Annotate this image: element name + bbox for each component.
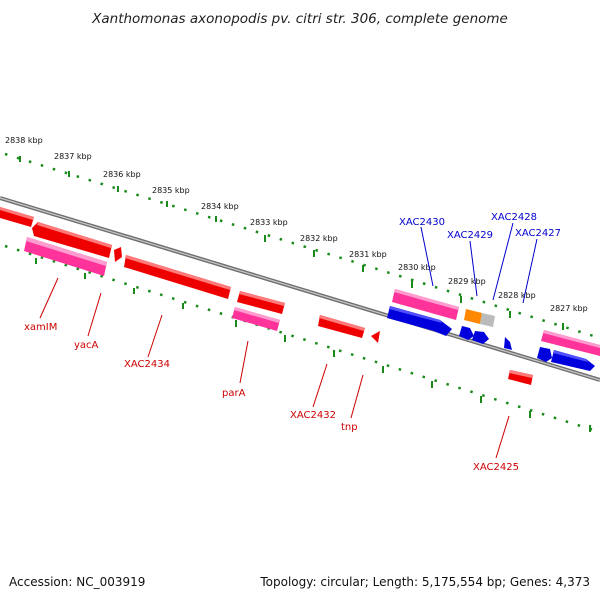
gene-label-XAC2425: XAC2425 bbox=[473, 462, 519, 473]
kbp-label: 2836 kbp bbox=[103, 170, 141, 179]
gene-label-parA: parA bbox=[222, 388, 246, 399]
blue-genes bbox=[387, 306, 595, 371]
gene-label-XAC2429: XAC2429 bbox=[447, 230, 493, 241]
kbp-label: 2832 kbp bbox=[300, 234, 338, 243]
lower-major-ticks bbox=[35, 258, 591, 432]
accession-text: Accession: NC_003919 bbox=[9, 575, 145, 589]
gene-feature-XAC2428 bbox=[504, 337, 512, 350]
gene-label-XAC2427: XAC2427 bbox=[515, 228, 561, 239]
gene-feature-orange bbox=[464, 309, 482, 324]
gene-feature-XAC2427-a bbox=[537, 347, 552, 362]
gene-feature-XAC2427-pink bbox=[541, 330, 600, 356]
kbp-label: 2830 kbp bbox=[398, 263, 436, 272]
upper-major-ticks bbox=[19, 156, 564, 330]
gene-label-XAC2430: XAC2430 bbox=[399, 217, 445, 228]
gene-feature-XAC2429-a bbox=[459, 326, 474, 340]
top-gene-labels: XAC2430 XAC2429 XAC2428 XAC2427 bbox=[399, 212, 561, 241]
kbp-label: 2835 kbp bbox=[152, 186, 190, 195]
gene-feature-parA bbox=[232, 307, 280, 331]
gene-feature-grey bbox=[480, 313, 495, 327]
kbp-label: 2837 kbp bbox=[54, 152, 92, 161]
kbp-label: 2834 kbp bbox=[201, 202, 239, 211]
gene-label-yacA: yacA bbox=[74, 340, 99, 351]
other-genes bbox=[464, 309, 495, 327]
gene-feature-XAC2430 bbox=[387, 306, 452, 336]
gene-label-XAC2428: XAC2428 bbox=[491, 212, 537, 223]
gene-feature-parA-red bbox=[237, 291, 285, 314]
bottom-leaders bbox=[39, 277, 510, 459]
gene-feature-xamIM-b bbox=[32, 222, 112, 258]
pink-genes bbox=[24, 237, 600, 356]
kbp-label: 2828 kbp bbox=[498, 291, 536, 300]
kbp-label: 2833 kbp bbox=[250, 218, 288, 227]
topology-text: Topology: circular; Length: 5,175,554 bp… bbox=[259, 575, 590, 589]
kbp-label: 2831 kbp bbox=[349, 250, 387, 259]
map-title: Xanthomonas axonopodis pv. citri str. 30… bbox=[91, 11, 508, 27]
kbp-label: 2838 kbp bbox=[5, 136, 43, 145]
gene-label-XAC2432: XAC2432 bbox=[290, 410, 336, 421]
gene-feature-XAC2430-pink bbox=[392, 289, 459, 320]
gene-label-tnp: tnp bbox=[341, 422, 358, 433]
gene-feature-XAC2429-b bbox=[472, 331, 489, 344]
kbp-labels: 2838 kbp 2837 kbp 2836 kbp 2835 kbp 2834… bbox=[5, 136, 588, 313]
kbp-label: 2827 kbp bbox=[550, 304, 588, 313]
gene-feature-XAC2434 bbox=[124, 255, 231, 299]
bottom-gene-labels: xamIM yacA XAC2434 parA XAC2432 tnp XAC2… bbox=[24, 322, 519, 473]
gene-feature-tnp bbox=[371, 331, 380, 343]
top-leaders bbox=[420, 222, 538, 304]
gene-label-xamIM: xamIM bbox=[24, 322, 57, 333]
gene-label-XAC2434: XAC2434 bbox=[124, 359, 170, 370]
red-genes bbox=[0, 207, 533, 385]
lower-tick-scale bbox=[4, 244, 600, 434]
gene-feature-small bbox=[114, 247, 122, 262]
kbp-label: 2829 kbp bbox=[448, 277, 486, 286]
genome-axis bbox=[0, 196, 600, 382]
